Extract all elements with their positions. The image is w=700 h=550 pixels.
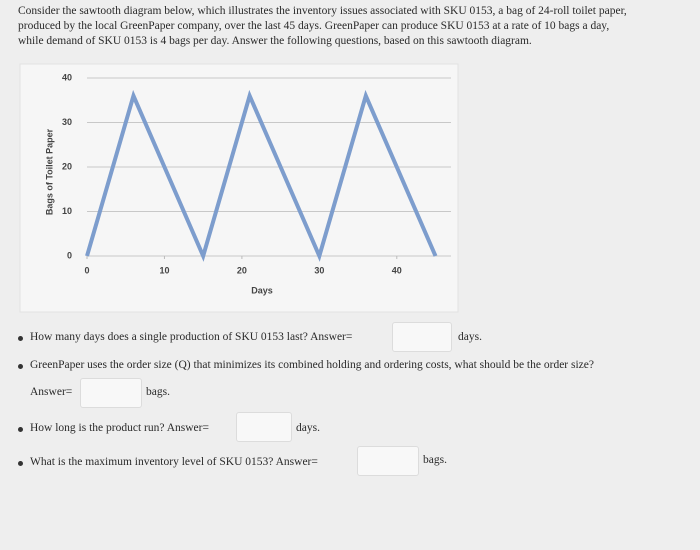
answer-input[interactable] — [236, 412, 292, 442]
question: How many days does a single production o… — [30, 331, 353, 343]
y-axis-title: Bags of Toilet Paper — [44, 128, 54, 215]
answer-prefix: Answer= — [30, 386, 73, 398]
bullet — [18, 336, 23, 341]
question: What is the maximum inventory level of S… — [30, 456, 318, 468]
y-tick-label: 20 — [62, 161, 72, 171]
answer-input[interactable] — [80, 378, 142, 408]
unit: days. — [296, 422, 320, 434]
x-tick-label: 30 — [314, 265, 324, 275]
chart-area — [19, 63, 459, 313]
bullet — [18, 364, 23, 369]
y-tick-label: 30 — [62, 117, 72, 127]
x-tick-label: 20 — [237, 265, 247, 275]
answer-input[interactable] — [392, 322, 452, 352]
x-tick-label: 40 — [392, 265, 402, 275]
intro-line: Consider the sawtooth diagram below, whi… — [18, 5, 627, 17]
unit: bags. — [146, 386, 170, 398]
y-tick-label: 40 — [62, 72, 72, 82]
chart: Days Bags of Toilet Paper 0 10 20 30 40 0 10 20… — [19, 63, 459, 313]
answer-input[interactable] — [357, 446, 419, 476]
y-tick-label: 0 — [67, 250, 72, 260]
question: GreenPaper uses the order size (Q) that … — [30, 359, 594, 371]
x-tick-label: 0 — [84, 265, 89, 275]
bullet — [18, 427, 23, 432]
question: How long is the product run? Answer= — [30, 422, 209, 434]
unit: bags. — [423, 454, 447, 466]
unit: days. — [458, 331, 482, 343]
inventory-line — [85, 89, 438, 262]
y-tick-label: 10 — [62, 206, 72, 216]
x-tick-label: 10 — [159, 265, 169, 275]
bullet — [18, 461, 23, 466]
x-axis-title: Days — [251, 285, 273, 295]
intro-line: produced by the local GreenPaper company… — [18, 20, 610, 32]
intro-line: while demand of SKU 0153 is 4 bags per d… — [18, 35, 532, 47]
